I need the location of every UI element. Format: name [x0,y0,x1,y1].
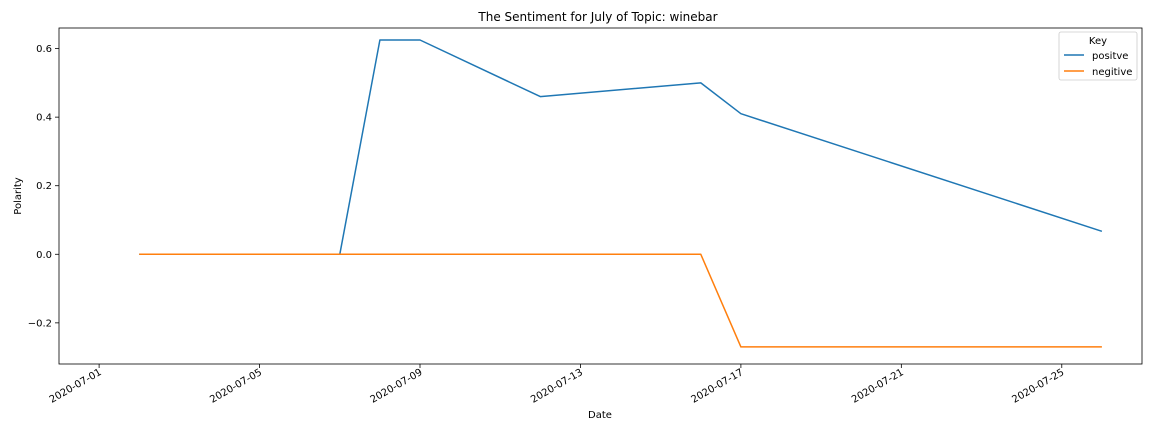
series-line-negative [139,253,1102,348]
y-tick-label: 0.2 [36,181,52,192]
x-tick-label: 2020-07-01 [48,367,104,406]
legend-label-negative: negitive [1092,67,1132,78]
x-tick-label: 2020-07-21 [850,367,906,406]
y-tick-label: 0.0 [36,250,52,261]
x-tick-label: 2020-07-17 [690,367,746,406]
x-tick-label: 2020-07-13 [529,367,585,406]
x-tick-label: 2020-07-25 [1010,367,1066,406]
y-axis-label: Polarity [13,177,24,215]
legend-title: Key [1089,36,1107,47]
y-axis: −0.2 0.0 0.2 0.4 0.6 [28,44,59,329]
x-tick-label: 2020-07-09 [369,367,425,406]
x-axis-label: Date [588,410,612,421]
series-lines [139,39,1103,348]
y-tick-label: 0.6 [36,44,52,55]
series-line-positive [139,39,1103,256]
x-axis: 2020-07-01 2020-07-05 2020-07-09 2020-07-13… [48,364,1066,406]
chart-title: The Sentiment for July of Topic: winebar [477,10,717,24]
legend: Key positve negitive [1058,31,1138,81]
y-tick-label: −0.2 [28,318,52,329]
legend-box [1058,31,1138,81]
x-tick-label: 2020-07-05 [208,367,264,406]
y-tick-label: 0.4 [36,113,52,124]
legend-label-positive: positve [1092,51,1128,62]
plot-area [58,27,1143,365]
